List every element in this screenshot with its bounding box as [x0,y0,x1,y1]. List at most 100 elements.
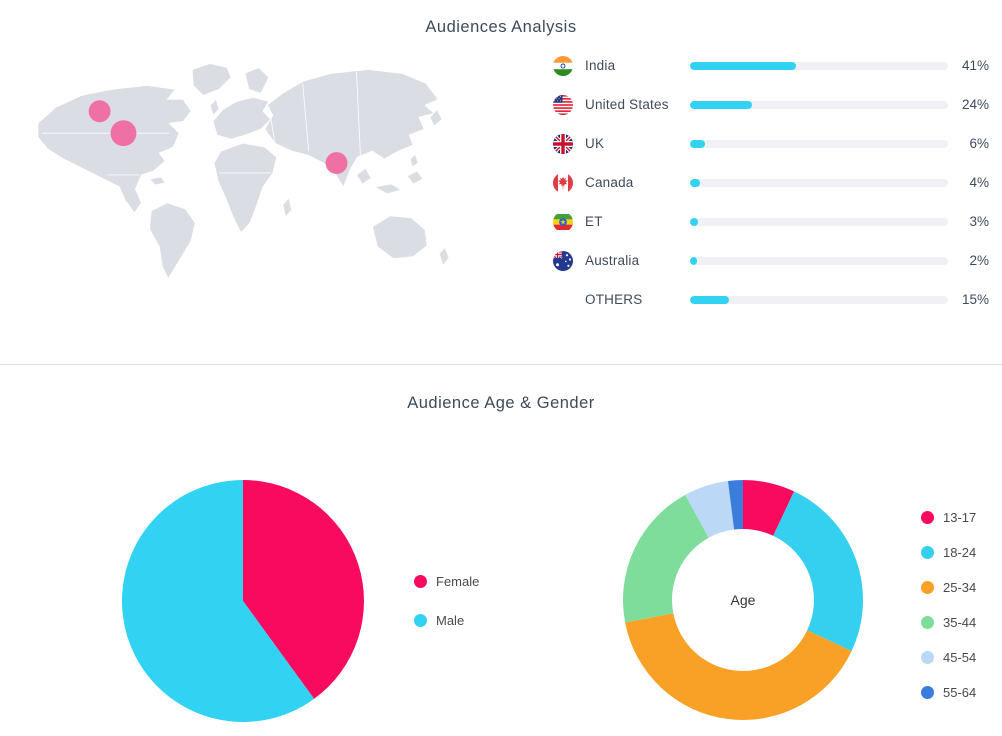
audiences-title: Audiences Analysis [425,18,577,36]
legend-item-45-54[interactable]: 45-54 [921,650,976,665]
country-bar-fill [690,217,698,226]
legend-dot [921,686,934,699]
gender-pie-chart [122,480,364,722]
slice-55-64[interactable] [727,480,743,530]
legend-label: 13-17 [943,510,977,525]
legend-dot [921,581,934,594]
country-percent: 6% [969,136,989,151]
country-percent: 2% [969,253,989,268]
country-row: OTHERS 15% [553,280,989,319]
legend-label: 35-44 [943,615,977,630]
age-gender-title: Audience Age & Gender [407,394,595,412]
australia-flag-icon [553,250,573,271]
island-japan [429,108,443,127]
legend-label: 18-24 [943,545,977,560]
slice-45-54[interactable] [685,480,735,538]
legend-dot [921,546,934,559]
continent-africa [213,142,278,234]
legend-label: Male [436,613,465,628]
country-bar-fill [690,139,706,148]
continent-greenland [191,63,232,96]
legend-dot [414,614,427,627]
section-divider [0,364,1002,365]
india-flag-icon [553,55,573,76]
legend-dot [921,511,934,524]
continent-shapes [37,63,450,279]
legend-item-55-64[interactable]: 55-64 [921,685,976,700]
legend-item-18-24[interactable]: 18-24 [921,545,976,560]
ethiopia-flag-icon [553,211,573,232]
map-markers [88,100,348,174]
uk-flag-icon [553,133,573,154]
country-bar-track [690,100,948,109]
country-bar-fill [690,256,697,265]
country-name: United States [585,97,669,112]
country-name: Canada [585,175,634,190]
country-percent: 4% [969,175,989,190]
country-bar-fill [690,61,796,70]
map-marker[interactable] [88,100,111,123]
legend-label: 55-64 [943,685,977,700]
islands-southeast-asia [356,153,424,195]
age-center-label: Age [731,592,756,608]
region-scandinavia [244,67,270,94]
continent-australia [371,215,428,260]
country-row: Canada 4% [553,163,989,202]
country-name: India [585,58,616,73]
legend-dot [414,575,427,588]
country-name: UK [585,136,605,151]
island-cuba [148,176,166,186]
slice-18-24[interactable] [773,491,863,652]
country-bar-track [690,61,948,70]
legend-label: 45-54 [943,650,977,665]
country-name: ET [585,214,603,229]
country-row: Australia 2% [553,241,989,280]
country-percent: 15% [961,292,989,307]
legend-item-35-44[interactable]: 35-44 [921,615,976,630]
world-map [8,55,456,285]
country-bar-fill [690,295,729,304]
continent-europe [212,96,272,140]
country-row: India 41% [553,46,989,85]
country-percent: 24% [961,97,989,112]
canada-flag-icon [553,172,573,193]
legend-dot [921,616,934,629]
country-row: UK 6% [553,124,989,163]
united-states-flag-icon [553,94,573,115]
slice-male[interactable] [122,480,315,722]
slice-25-34[interactable] [625,613,852,720]
country-name: OTHERS [585,292,643,307]
legend-label: 25-34 [943,580,977,595]
island-new-zealand [438,247,450,266]
legend-item-male[interactable]: Male [414,613,479,628]
age-donut-chart: Age [623,480,863,720]
country-bar-fill [690,100,752,109]
world-map-svg [37,63,450,279]
legend-item-female[interactable]: Female [414,574,479,589]
slice-13-17[interactable] [743,480,795,536]
continent-asia [264,69,439,188]
country-borders [41,71,361,176]
continent-south-america [148,202,196,279]
legend-item-25-34[interactable]: 25-34 [921,580,976,595]
country-bar-fill [690,178,701,187]
country-bar-track [690,256,948,265]
map-marker[interactable] [110,120,137,147]
flag-placeholder [553,290,573,310]
continent-north-america [37,84,192,214]
country-row: United States 24% [553,85,989,124]
slice-35-44[interactable] [623,494,709,623]
legend-item-13-17[interactable]: 13-17 [921,510,976,525]
country-name: Australia [585,253,640,268]
slice-female[interactable] [243,480,364,699]
age-legend: 13-17 18-24 25-34 35-44 45-54 55-64 [921,510,976,720]
map-marker[interactable] [325,152,348,174]
country-percent: 41% [961,58,989,73]
legend-dot [921,651,934,664]
country-bar-track [690,178,948,187]
island-madagascar [282,197,293,218]
country-bar-track [690,295,948,304]
island-uk [209,98,220,116]
country-list: India 41% United States 24% UK 6% Canada 4% ET 3%… [553,46,989,319]
